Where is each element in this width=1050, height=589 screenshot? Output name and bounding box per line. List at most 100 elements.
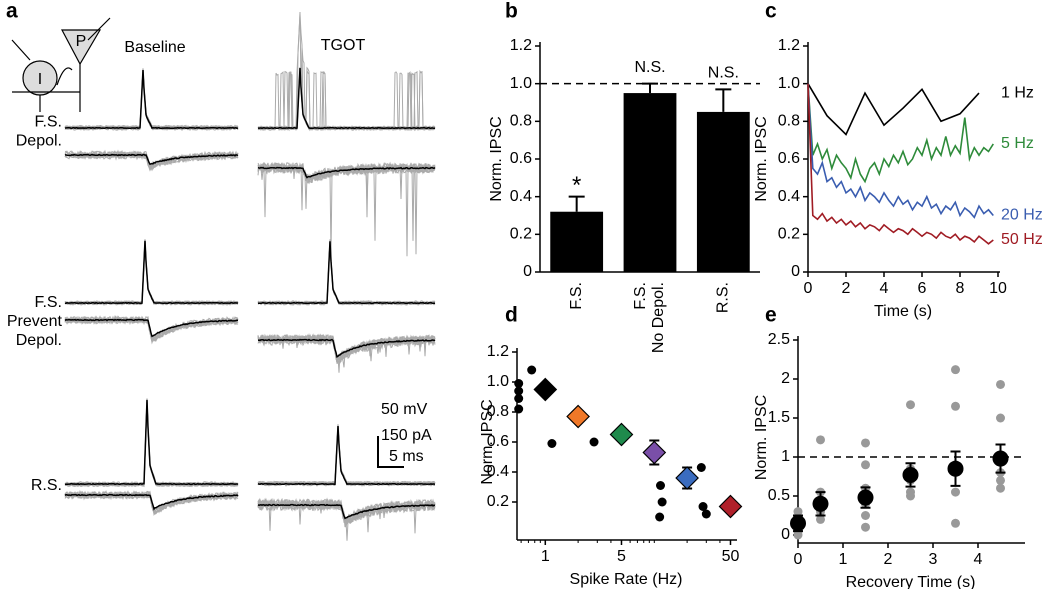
voltage-trace — [64, 68, 239, 129]
current-trace — [257, 163, 436, 241]
traces — [64, 11, 436, 541]
voltage-trace — [64, 400, 239, 488]
y-tick-label: 1.2 — [778, 37, 800, 54]
data-point — [527, 365, 537, 375]
x-tick-label: 1 — [839, 551, 848, 568]
current-trace-mean — [64, 318, 239, 338]
scale-bar — [377, 436, 404, 468]
annotation: N.S. — [708, 65, 739, 82]
voltage-trace — [257, 239, 436, 304]
voltage-trace — [64, 240, 239, 306]
x-tick-label: F.S. — [568, 282, 585, 310]
voltage-trace — [257, 241, 436, 305]
data-point — [656, 481, 666, 490]
current-trace — [64, 491, 239, 514]
y-tick-label: 0.4 — [487, 463, 509, 480]
voltage-trace — [257, 242, 436, 307]
x-tick-label: R.S. — [715, 282, 732, 313]
current-trace — [257, 163, 436, 257]
data-point — [861, 511, 870, 520]
data-point — [906, 491, 915, 501]
series-label: 50 Hz — [1001, 231, 1043, 248]
voltage-trace-mean — [64, 399, 239, 486]
current-trace-mean — [257, 503, 436, 520]
pyramidal-icon — [61, 29, 102, 66]
voltage-trace — [64, 69, 238, 130]
current-trace-mean — [257, 166, 436, 179]
series-label: 20 Hz — [1001, 207, 1043, 224]
data-point — [951, 365, 960, 375]
x-tick-label: 3 — [929, 551, 938, 568]
y-tick-label: 0.6 — [778, 150, 800, 167]
voltage-trace — [64, 400, 239, 488]
x-axis-title: Spike Rate (Hz) — [570, 571, 683, 588]
voltage-trace — [64, 69, 239, 131]
data-point — [514, 379, 524, 388]
data-point — [906, 400, 915, 410]
data-point — [816, 435, 825, 445]
y-tick-label: 0.6 — [510, 150, 532, 167]
voltage-trace — [64, 240, 239, 305]
error-bar — [568, 195, 585, 212]
data-point — [514, 394, 524, 403]
y-tick-label: 0.6 — [487, 433, 509, 450]
data-point — [996, 475, 1005, 485]
y-tick-label: 1.2 — [510, 37, 532, 54]
mean-marker — [675, 466, 699, 490]
x-tick-label: 4 — [880, 280, 889, 297]
series-line — [807, 83, 994, 219]
row-label: F.S. Prevent Depol. — [7, 294, 63, 349]
voltage-trace — [257, 240, 436, 305]
y-tick-label: 2.5 — [768, 331, 790, 348]
y-axis-title: Norm. IPSC — [753, 395, 770, 480]
y-tick-label: 0.2 — [778, 226, 800, 243]
y-axis-title: Norm. IPSC — [479, 399, 496, 484]
y-tick-label: 0.4 — [778, 188, 800, 205]
voltage-trace — [64, 239, 239, 305]
data-point — [996, 483, 1005, 493]
y-tick-label: 0.8 — [778, 113, 800, 130]
data-point — [861, 460, 870, 470]
y-tick-label: 0 — [523, 263, 532, 280]
x-tick-label: 5 — [617, 548, 626, 565]
error-bar — [642, 82, 658, 94]
mean-marker — [718, 494, 743, 519]
mean-marker — [947, 460, 964, 477]
y-tick-label: 1.0 — [510, 75, 532, 92]
cell-label: P — [76, 33, 87, 50]
data-point — [514, 386, 524, 396]
y-tick-label: 0.5 — [768, 487, 790, 504]
data-point — [701, 509, 711, 519]
voltage-trace — [64, 70, 239, 130]
x-tick-label: 50 — [722, 548, 740, 565]
voltage-trace — [64, 239, 239, 304]
mean-marker — [790, 515, 806, 532]
cell-label: I — [38, 71, 42, 88]
panel-label: e — [765, 304, 777, 327]
data-point — [655, 512, 665, 522]
mean-marker — [533, 377, 558, 402]
voltage-trace — [257, 239, 436, 305]
series-label: 5 Hz — [1001, 135, 1034, 152]
voltage-trace — [64, 68, 239, 129]
series-label: 1 Hz — [1001, 84, 1034, 101]
current-trace — [257, 500, 436, 541]
bar — [696, 111, 750, 273]
y-tick-label: 1 — [781, 448, 790, 465]
x-tick-label: 0 — [794, 551, 803, 568]
y-tick-label: 0.2 — [510, 226, 532, 243]
x-tick-label: 4 — [974, 551, 983, 568]
error-bar — [715, 88, 732, 112]
voltage-trace-mean — [64, 240, 239, 305]
data-point — [816, 514, 825, 524]
y-tick-label: 0.8 — [487, 403, 509, 420]
voltage-trace — [257, 240, 436, 305]
data-point — [951, 518, 960, 528]
series-line — [807, 83, 994, 184]
voltage-trace — [64, 240, 239, 305]
data-point — [589, 437, 599, 447]
current-trace-mean — [64, 493, 239, 511]
column-label: TGOT — [321, 37, 366, 54]
scale-label: 50 mV — [381, 401, 428, 418]
data-point — [861, 438, 870, 448]
